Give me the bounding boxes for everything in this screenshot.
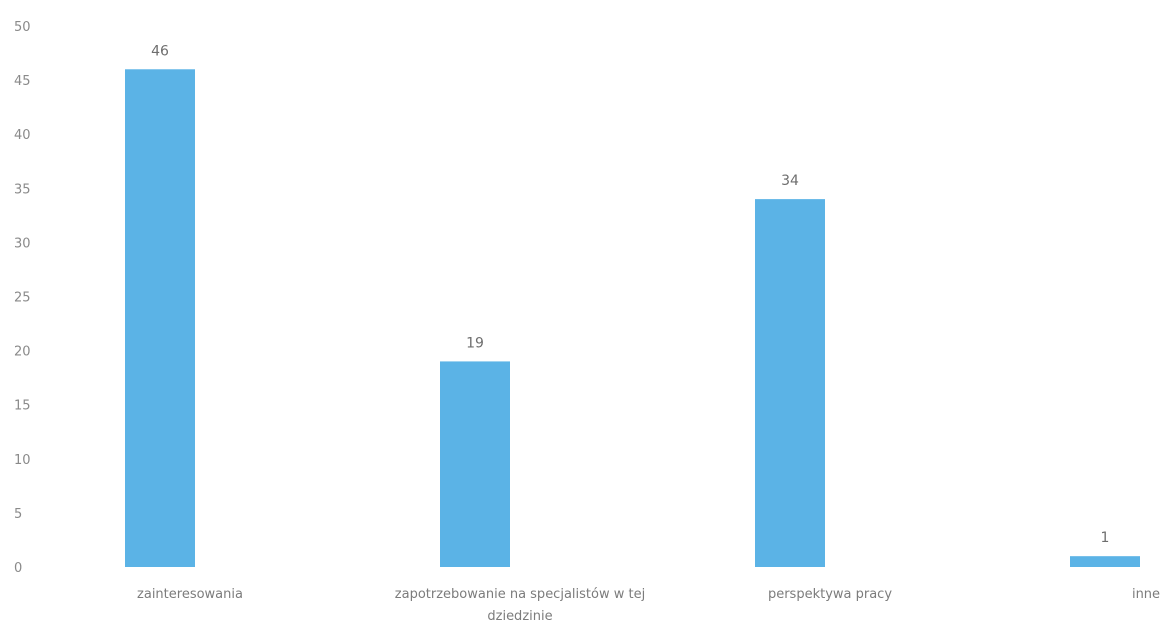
category-label: inne	[1132, 587, 1160, 602]
bars	[125, 69, 1140, 567]
category-label-line: perspektywa pracy	[768, 587, 892, 602]
x-axis: zainteresowania zapotrzebowanie na specja…	[137, 587, 1160, 624]
y-tick-label: 45	[14, 74, 31, 89]
y-tick-label: 30	[14, 236, 31, 251]
data-label: 34	[781, 173, 799, 189]
y-tick-label: 5	[14, 507, 22, 522]
category-label-line: dziedzinie	[487, 609, 552, 624]
y-tick-label: 50	[14, 20, 31, 35]
data-label: 19	[466, 335, 484, 351]
y-tick-label: 20	[14, 345, 31, 360]
y-tick-label: 15	[14, 399, 31, 414]
y-tick-label: 35	[14, 182, 31, 197]
y-tick-label: 0	[14, 561, 22, 576]
bar	[755, 199, 825, 567]
category-label: zainteresowania	[137, 587, 243, 602]
bar	[440, 361, 510, 567]
y-tick-label: 40	[14, 128, 31, 143]
bar	[125, 69, 195, 567]
y-tick-label: 25	[14, 291, 31, 306]
category-label: zapotrzebowanie na specjalistów w tej dzi…	[395, 587, 645, 624]
y-tick-label: 10	[14, 453, 31, 468]
bar	[1070, 556, 1140, 567]
category-label-line: inne	[1132, 587, 1160, 602]
category-label-line: zainteresowania	[137, 587, 243, 602]
data-labels: 46 19 34 1	[151, 43, 1109, 546]
data-label: 46	[151, 43, 169, 59]
y-axis: 0 5 10 15 20 25 30 35 40 45 50	[14, 20, 31, 576]
category-label: perspektywa pracy	[768, 587, 892, 602]
category-label-line: zapotrzebowanie na specjalistów w tej	[395, 587, 645, 602]
data-label: 1	[1101, 530, 1110, 546]
